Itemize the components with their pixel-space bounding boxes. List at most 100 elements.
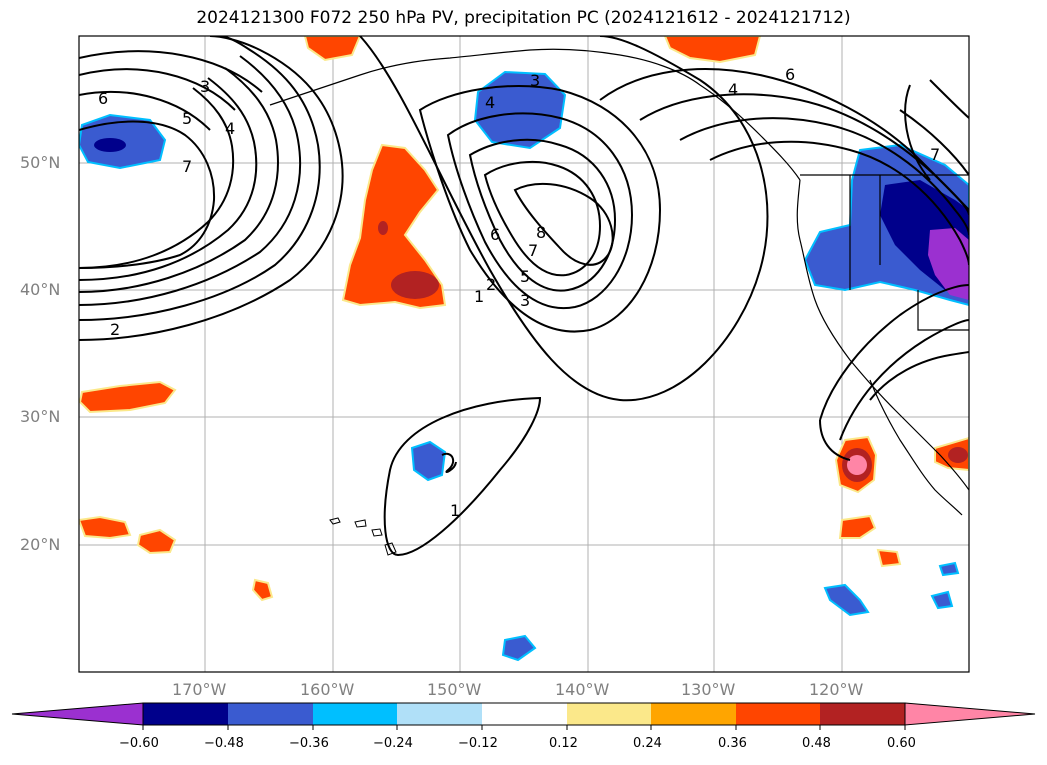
contour-trough-4 [468,138,617,292]
contour-label: 1 [474,287,484,306]
colorbar-tick-label: 0.24 [633,736,662,751]
lat-label-20n: 20°N [20,535,61,554]
contour-label: 5 [520,267,530,286]
contour-ridge-8 [79,90,211,131]
coast-alaska [269,48,801,181]
colorbar-segment [736,703,820,725]
contour-pv1-loop [383,396,542,557]
precip-core-central-pacific [391,271,439,299]
contour-label: 8 [536,223,546,242]
precip-negative-areas [79,70,969,662]
contour-label: 2 [110,320,120,339]
lon-label-170w: 170°W [172,680,227,699]
contour-label: 1 [450,501,460,520]
colorbar-tick-label: −0.60 [119,736,159,751]
colorbar-frame [142,702,906,726]
lat-label-50n: 50°N [20,153,61,172]
colorbar-segment [228,703,313,725]
contour-ridge-3 [79,55,302,306]
colorbar-left-arrow [11,702,144,726]
precip-area-small-center [410,440,447,482]
contour-label: 4 [225,119,235,138]
coast-baja [869,379,963,516]
lat-label-30n: 30°N [20,407,61,426]
precip-area-south-baja-a [838,514,877,539]
contour-east-9 [869,351,969,401]
contour-east-7 [819,284,969,421]
contour-east-5 [899,109,969,176]
contour-label: 7 [528,241,538,260]
colorbar-tick-label: −0.12 [458,736,498,751]
precip-core-nw [94,138,126,152]
colorbar-segment [482,703,567,725]
contour-east-2 [639,93,969,216]
precip-area-south-1 [823,583,870,617]
precip-area-south-baja-b [876,548,902,568]
lon-label-160w: 160°W [300,680,355,699]
precip-positive-areas [79,36,969,602]
lat-label-40n: 40°N [20,280,61,299]
colorbar-tick-label: −0.48 [204,736,244,751]
lon-label-150w: 150°W [427,680,482,699]
colorbar-segment [397,703,482,725]
map-title: 2024121300 F072 250 hPa PV, precipitatio… [196,8,851,28]
contour-label: 7 [182,157,192,176]
contour-east-11 [819,419,851,461]
contour-ridge-5 [79,77,258,281]
coast-west-us [796,179,969,491]
colorbar [11,702,1036,730]
contour-ridge-6 [79,87,235,269]
precip-area-south-3 [930,590,954,610]
contour-label: 3 [520,291,530,310]
contour-label: 6 [98,89,108,108]
colorbar-segment [143,703,228,725]
precip-purple-core [928,228,969,300]
contour-label: 5 [182,109,192,128]
lon-label-140w: 140°W [555,680,610,699]
contour-trough-5 [483,160,602,277]
colorbar-tick-label: 0.48 [802,736,831,751]
contour-label: 4 [485,93,495,112]
colorbar-tick-label: −0.24 [373,736,413,751]
precip-area-west-20n-b [136,528,177,555]
contour-trough-2 [418,85,662,333]
hawaiian-islands [329,517,397,556]
precip-area-north-edge-2 [663,36,762,64]
contour-east-8 [839,319,969,441]
pv-contours [79,36,969,557]
colorbar-tick-label: 0.12 [549,736,578,751]
colorbar-segment [820,703,905,725]
precip-area-west-30n [79,380,177,414]
contour-pv1-inner [441,452,457,473]
precip-area-west-20n-a [79,515,132,540]
contour-east-6 [929,79,969,119]
precip-area-north-edge-1 [303,36,362,62]
contour-trough-3 [446,112,634,310]
contour-ridge-1 [79,36,344,341]
colorbar-segment [567,703,651,725]
colorbar-tick-label: −0.36 [289,736,329,751]
precip-area-south-4 [938,561,960,577]
precip-core-mexico [948,447,968,463]
colorbar-right-arrow [904,702,1036,726]
colorbar-segment [651,703,736,725]
contour-label: 4 [728,80,738,99]
precip-core-baja-pink [847,455,867,475]
contour-east-10 [904,84,931,181]
contour-label: 3 [200,77,210,96]
precip-area-central-pacific [341,143,447,310]
lon-label-120w: 120°W [809,680,864,699]
colorbar-segment [313,703,397,725]
map-frame [78,35,970,673]
precip-area-gulf [473,70,567,150]
contour-ridge-2 [79,36,321,321]
contour-ridge-7 [79,120,216,269]
contour-ridge-9 [79,68,236,111]
lon-label-130w: 130°W [681,680,736,699]
contour-label: 6 [785,65,795,84]
colorbar-tick-label: 0.36 [718,736,747,751]
precip-core-small [378,221,388,235]
contour-label: 7 [930,145,940,164]
contour-ridge-4 [79,67,279,293]
